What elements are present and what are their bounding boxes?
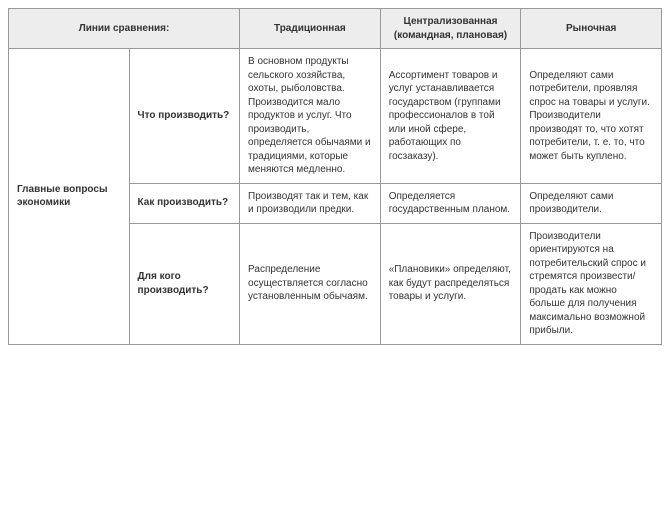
comparison-table: Линии сравнения: Традиционная Централизо…	[8, 8, 662, 345]
question-cell: Для кого производить?	[129, 223, 240, 344]
question-cell: Как производить?	[129, 183, 240, 223]
table-row: Главные вопросы экономики Что производит…	[9, 49, 662, 184]
header-lines: Линии сравнения:	[9, 9, 240, 49]
question-cell: Что производить?	[129, 49, 240, 184]
answer-market: Определяют сами потребители, проявляя сп…	[521, 49, 662, 184]
header-traditional: Традиционная	[240, 9, 381, 49]
table-header-row: Линии сравнения: Традиционная Централизо…	[9, 9, 662, 49]
answer-centralized: Ассортимент товаров и услуг устанавливае…	[380, 49, 521, 184]
answer-centralized: «Плановики» определяют, как будут распре…	[380, 223, 521, 344]
answer-traditional: Производят так и тем, как и производили …	[240, 183, 381, 223]
answer-traditional: Распределение осуществляется согласно ус…	[240, 223, 381, 344]
rowgroup-label: Главные вопросы экономики	[9, 49, 130, 345]
header-centralized: Централизованная (командная, плановая)	[380, 9, 521, 49]
answer-centralized: Определяется государственным планом.	[380, 183, 521, 223]
answer-market: Определяют сами производители.	[521, 183, 662, 223]
header-market: Рыночная	[521, 9, 662, 49]
answer-market: Производители ориентируются на потребите…	[521, 223, 662, 344]
answer-traditional: В основном продукты сельского хозяйства,…	[240, 49, 381, 184]
